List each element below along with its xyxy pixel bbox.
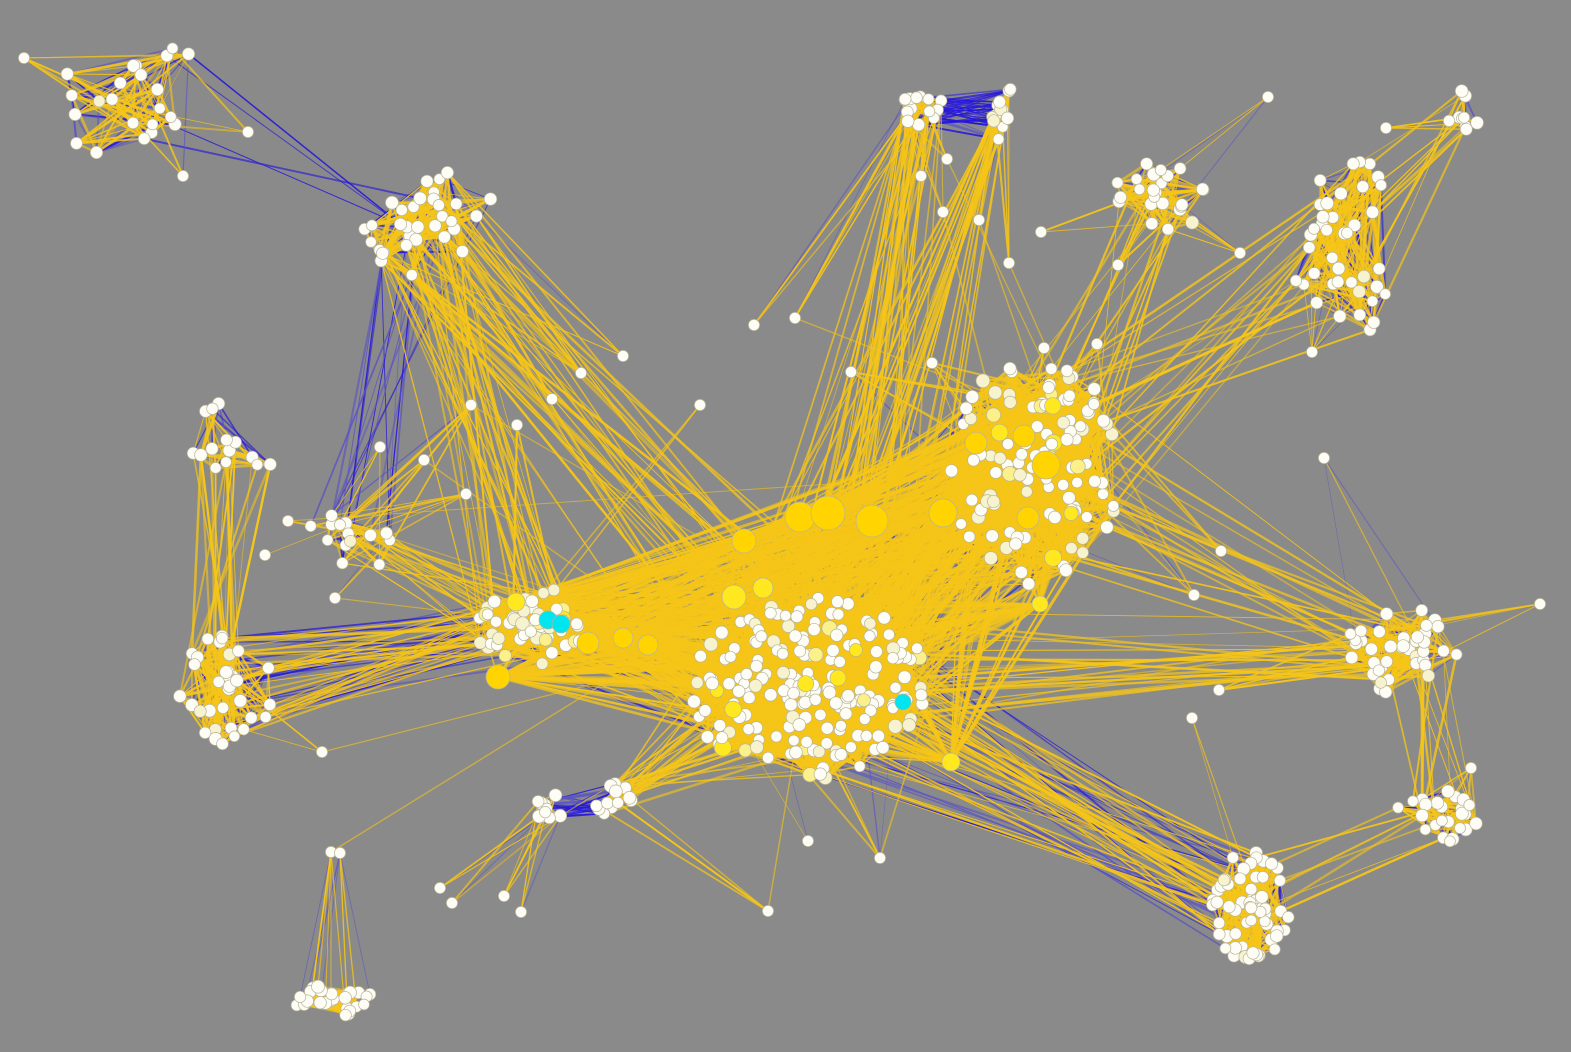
gold-edge xyxy=(76,137,145,145)
blue-edge xyxy=(319,852,341,1003)
blue-edge xyxy=(1181,204,1241,254)
blue-bridge-edge xyxy=(937,88,1011,111)
gold-edge xyxy=(131,88,159,124)
blue-bridge-edge xyxy=(937,104,998,111)
blue-edge xyxy=(96,137,145,154)
blue-edge xyxy=(451,816,543,904)
blue-bridge-edge xyxy=(933,108,1003,119)
gold-edge xyxy=(71,54,168,97)
blue-edge xyxy=(339,852,371,995)
gold-edge xyxy=(75,88,159,145)
blue-bridge-edge xyxy=(144,137,421,200)
blue-edge xyxy=(753,98,911,326)
blue-edge xyxy=(520,815,561,913)
blue-edge xyxy=(303,852,341,1005)
gold-edge xyxy=(75,53,190,145)
blue-edge xyxy=(1323,457,1356,641)
blue-bridge-edge xyxy=(818,751,1277,937)
blue-bridge-edge xyxy=(326,252,386,541)
gold-edge xyxy=(1117,182,1169,230)
gold-edge xyxy=(211,408,217,468)
gold-edge xyxy=(70,94,98,154)
gold-edge xyxy=(179,695,206,734)
blue-bridge-edge xyxy=(380,260,391,541)
gold-edge xyxy=(199,408,214,456)
blue-bridge-edge xyxy=(341,252,385,564)
gold-edge xyxy=(228,687,271,706)
gold-edge xyxy=(1326,229,1365,277)
blue-bridge-edge xyxy=(188,53,401,225)
blue-edge xyxy=(211,408,271,465)
blue-edge xyxy=(794,99,906,319)
gold-edge xyxy=(1295,280,1371,331)
blue-bridge-edge xyxy=(200,637,499,712)
blue-bridge-edge xyxy=(200,662,543,713)
blue-bridge-edge xyxy=(309,274,413,527)
gold-edge xyxy=(1116,182,1153,225)
blue-bridge-edge xyxy=(166,55,401,225)
gold-edge xyxy=(159,53,189,109)
gold-edge xyxy=(192,411,207,454)
gold-edge xyxy=(95,107,161,154)
gold-edge xyxy=(67,54,168,76)
blue-edge xyxy=(182,53,190,177)
blue-edge xyxy=(299,851,332,997)
